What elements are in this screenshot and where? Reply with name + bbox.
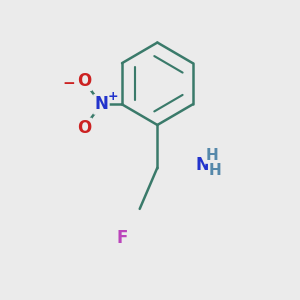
Text: H: H xyxy=(206,148,218,164)
Text: N: N xyxy=(94,95,108,113)
Text: F: F xyxy=(116,229,128,247)
Text: O: O xyxy=(76,72,91,90)
Text: N: N xyxy=(196,156,209,174)
Text: +: + xyxy=(107,90,118,103)
Text: O: O xyxy=(76,119,91,137)
Text: H: H xyxy=(208,163,221,178)
Text: −: − xyxy=(62,76,75,91)
